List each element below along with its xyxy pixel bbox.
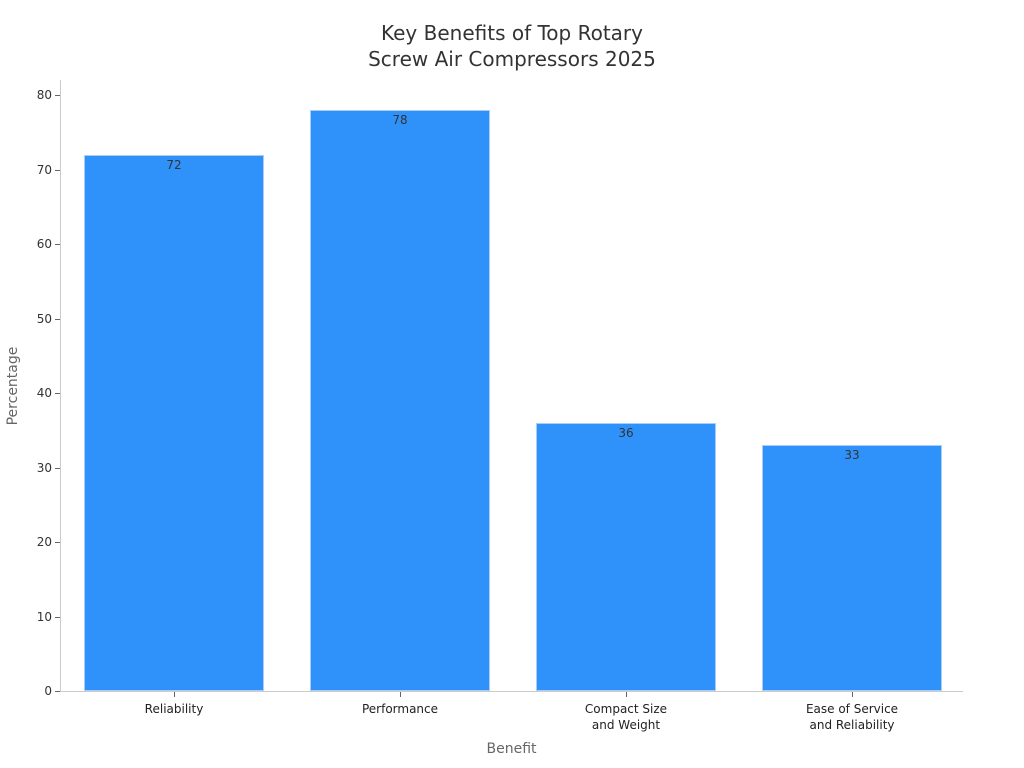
y-tick-label: 0 bbox=[44, 684, 52, 698]
y-tick: 80 bbox=[0, 88, 60, 109]
y-tick-label: 20 bbox=[36, 535, 52, 549]
y-tick: 50 bbox=[0, 312, 60, 333]
bar: 72 bbox=[84, 154, 264, 691]
y-tick-label: 10 bbox=[36, 609, 52, 624]
bar-value-label: 72 bbox=[166, 157, 182, 172]
x-tick: Compact Size and Weight bbox=[536, 692, 716, 733]
y-tick: 70 bbox=[0, 163, 60, 184]
y-tick: 40 bbox=[0, 386, 60, 407]
x-tick-mark bbox=[173, 692, 175, 697]
y-tick-mark bbox=[55, 542, 60, 543]
x-tick-label-line: Reliability bbox=[144, 702, 204, 716]
x-tick-label-line: and Reliability bbox=[809, 718, 895, 732]
y-axis-label: Percentage bbox=[5, 346, 21, 426]
chart-title-line-2: Screw Air Compressors 2025 bbox=[368, 47, 656, 71]
bar: 78 bbox=[310, 109, 490, 691]
x-tick-mark bbox=[399, 692, 401, 697]
y-tick-label: 70 bbox=[36, 162, 52, 177]
x-tick-label: Ease of Service and Reliability bbox=[762, 701, 942, 733]
y-tick: 60 bbox=[0, 237, 60, 258]
x-tick-label-line: and Weight bbox=[591, 718, 661, 732]
y-tick-mark bbox=[55, 393, 60, 394]
y-tick-mark bbox=[55, 244, 60, 245]
x-tick-mark bbox=[851, 692, 853, 697]
y-tick: 20 bbox=[0, 535, 60, 556]
x-tick-mark bbox=[625, 692, 627, 697]
x-tick-label: Performance bbox=[310, 701, 490, 717]
x-tick-label: Compact Size and Weight bbox=[536, 701, 716, 733]
y-tick: 10 bbox=[0, 610, 60, 631]
y-tick-label: 40 bbox=[36, 386, 52, 400]
y-tick-label: 80 bbox=[36, 88, 52, 102]
x-tick: Performance bbox=[310, 692, 490, 717]
bar-value-label: 78 bbox=[392, 112, 408, 127]
y-tick: 0 bbox=[0, 684, 60, 705]
y-tick-label: 50 bbox=[36, 311, 52, 326]
bar: 36 bbox=[536, 422, 716, 691]
x-tick-label-line: Performance bbox=[361, 702, 439, 716]
y-tick-mark bbox=[55, 616, 60, 618]
y-tick-mark bbox=[55, 691, 60, 692]
bar-value-label: 33 bbox=[844, 448, 860, 463]
y-tick-mark bbox=[55, 95, 60, 96]
y-tick-mark bbox=[55, 169, 60, 171]
x-tick: Ease of Service and Reliability bbox=[762, 692, 942, 733]
chart-title: Key Benefits of Top Rotary Screw Air Com… bbox=[0, 20, 1024, 72]
x-tick-label: Reliability bbox=[84, 701, 264, 717]
chart-title-line-1: Key Benefits of Top Rotary bbox=[381, 21, 643, 45]
y-axis-line bbox=[60, 80, 61, 692]
y-tick: 30 bbox=[0, 461, 60, 482]
x-axis-label: Benefit bbox=[486, 741, 537, 757]
x-tick: Reliability bbox=[84, 692, 264, 717]
bar: 33 bbox=[762, 445, 942, 691]
x-tick-label-line: Ease of Service bbox=[805, 702, 899, 716]
y-tick-mark bbox=[55, 467, 60, 469]
y-tick-label: 30 bbox=[36, 460, 52, 475]
bar-value-label: 36 bbox=[618, 425, 634, 440]
x-axis-line bbox=[60, 691, 963, 692]
x-tick-label-line: Compact Size bbox=[584, 702, 668, 716]
y-tick-mark bbox=[55, 318, 60, 320]
y-tick-label: 60 bbox=[36, 237, 52, 251]
